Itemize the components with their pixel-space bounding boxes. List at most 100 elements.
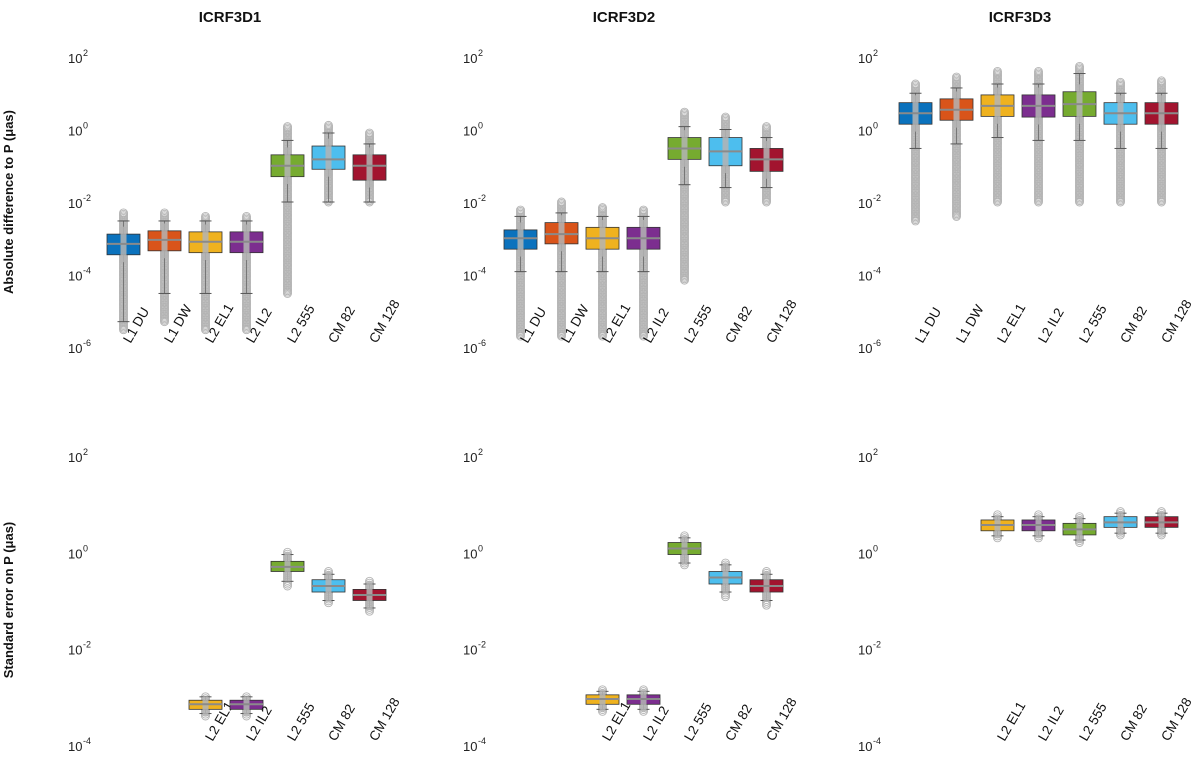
- category-label-l2-il2: L2 IL2: [1035, 305, 1067, 345]
- y-tick-exponent: 0: [478, 543, 483, 553]
- outlier-marker-cm-128: [762, 122, 771, 132]
- outlier-core-l1-du: [517, 222, 524, 257]
- category-label-l2-el1: L2 EL1: [994, 301, 1028, 346]
- category-label-l1-dw: L1 DW: [953, 302, 987, 345]
- outlier-marker-l2-el1: [993, 66, 1002, 76]
- category-label-cm-128: CM 128: [1158, 297, 1195, 345]
- y-tick-exponent: -2: [478, 640, 486, 650]
- outlier-marker-l2-il2: [639, 205, 648, 215]
- category-label-cm-82: CM 82: [1117, 304, 1150, 346]
- outlier-core-l2-555: [681, 535, 688, 565]
- outlier-marker-cm-82: [324, 120, 333, 130]
- category-label-cm-82: CM 82: [325, 304, 358, 346]
- y-tick-exponent: -6: [478, 338, 486, 348]
- category-label-cm-82: CM 82: [722, 304, 755, 346]
- y-tick-exponent: -4: [83, 736, 91, 746]
- column-title-icrf3d3: ICRF3D3: [989, 9, 1052, 26]
- y-tick-exponent: -4: [478, 736, 486, 746]
- outlier-core-l2-el1: [599, 689, 606, 712]
- y-tick-exponent: -2: [873, 193, 881, 203]
- category-label-cm-128: CM 128: [366, 695, 403, 743]
- category-label-cm-82: CM 82: [722, 702, 755, 744]
- y-tick-label: 10: [68, 269, 82, 284]
- category-label-l2-el1: L2 EL1: [994, 699, 1028, 744]
- y-tick-exponent: -2: [83, 193, 91, 203]
- y-tick-label: 10: [68, 196, 82, 211]
- category-label-l2-555: L2 555: [284, 700, 318, 743]
- category-label-cm-128: CM 128: [763, 297, 800, 345]
- outlier-marker-l1-dw: [557, 197, 566, 207]
- outlier-core-l2-el1: [994, 514, 1001, 538]
- y-tick-label: 10: [463, 450, 477, 465]
- y-tick-label: 10: [463, 51, 477, 66]
- category-label-cm-128: CM 128: [763, 695, 800, 743]
- y-tick-label: 10: [858, 341, 872, 356]
- category-label-cm-82: CM 82: [1117, 702, 1150, 744]
- y-tick-exponent: -2: [478, 193, 486, 203]
- y-tick-exponent: 2: [83, 447, 88, 457]
- outlier-core-l2-il2: [1035, 514, 1042, 538]
- outlier-marker-l2-555: [283, 122, 292, 132]
- category-label-cm-128: CM 128: [1158, 695, 1195, 743]
- y-tick-exponent: 0: [478, 121, 483, 131]
- y-tick-exponent: 0: [873, 121, 878, 131]
- outlier-core-l2-el1: [202, 696, 209, 717]
- outlier-marker-l1-dw: [952, 72, 961, 82]
- outlier-marker-l2-555: [1075, 61, 1084, 71]
- y-tick-label: 10: [858, 196, 872, 211]
- outlier-marker-cm-82: [721, 112, 730, 122]
- y-tick-label: 10: [858, 51, 872, 66]
- y-tick-label: 10: [858, 739, 872, 754]
- y-axis-label-bottom: Standard error on P (μas): [1, 522, 16, 679]
- category-label-l2-555: L2 555: [681, 700, 715, 743]
- y-tick-label: 10: [68, 739, 82, 754]
- column-title-icrf3d1: ICRF3D1: [199, 9, 262, 26]
- y-tick-label: 10: [858, 643, 872, 658]
- outlier-marker-l2-555: [680, 107, 689, 117]
- outlier-marker-l1-du: [911, 79, 920, 89]
- outlier-marker-cm-128: [365, 128, 374, 138]
- outlier-marker-l2-il2: [1034, 66, 1043, 76]
- outlier-core-cm-82: [325, 138, 332, 177]
- y-tick-label: 10: [68, 51, 82, 66]
- y-tick-exponent: -4: [873, 266, 881, 276]
- y-tick-exponent: -4: [478, 266, 486, 276]
- outlier-marker-l2-el1: [598, 203, 607, 213]
- y-tick-exponent: -4: [83, 266, 91, 276]
- column-title-icrf3d2: ICRF3D2: [593, 9, 656, 26]
- y-tick-label: 10: [68, 546, 82, 561]
- outlier-core-l2-il2: [243, 696, 250, 717]
- y-tick-exponent: 0: [83, 121, 88, 131]
- category-label-l2-555: L2 555: [284, 302, 318, 345]
- y-axis-label-top: Absolute difference to P (μas): [1, 110, 16, 294]
- category-label-l2-il2: L2 IL2: [1035, 703, 1067, 743]
- y-tick-exponent: 2: [83, 48, 88, 58]
- y-tick-label: 10: [68, 450, 82, 465]
- y-tick-label: 10: [68, 341, 82, 356]
- y-tick-label: 10: [463, 643, 477, 658]
- y-tick-exponent: -2: [873, 640, 881, 650]
- category-label-l1-du: L1 DU: [912, 305, 944, 346]
- outlier-marker-l1-du: [516, 205, 525, 215]
- y-tick-label: 10: [463, 341, 477, 356]
- outlier-marker-cm-128: [1157, 76, 1166, 86]
- y-tick-exponent: -6: [873, 338, 881, 348]
- y-tick-label: 10: [463, 546, 477, 561]
- outlier-marker-l2-el1: [201, 211, 210, 221]
- outlier-marker-l2-il2: [242, 211, 251, 221]
- y-tick-label: 10: [463, 124, 477, 139]
- y-tick-exponent: 2: [478, 48, 483, 58]
- category-label-cm-128: CM 128: [366, 297, 403, 345]
- y-tick-label: 10: [463, 196, 477, 211]
- y-tick-exponent: 0: [83, 543, 88, 553]
- y-tick-exponent: 0: [873, 543, 878, 553]
- y-tick-label: 10: [858, 124, 872, 139]
- category-label-cm-82: CM 82: [325, 702, 358, 744]
